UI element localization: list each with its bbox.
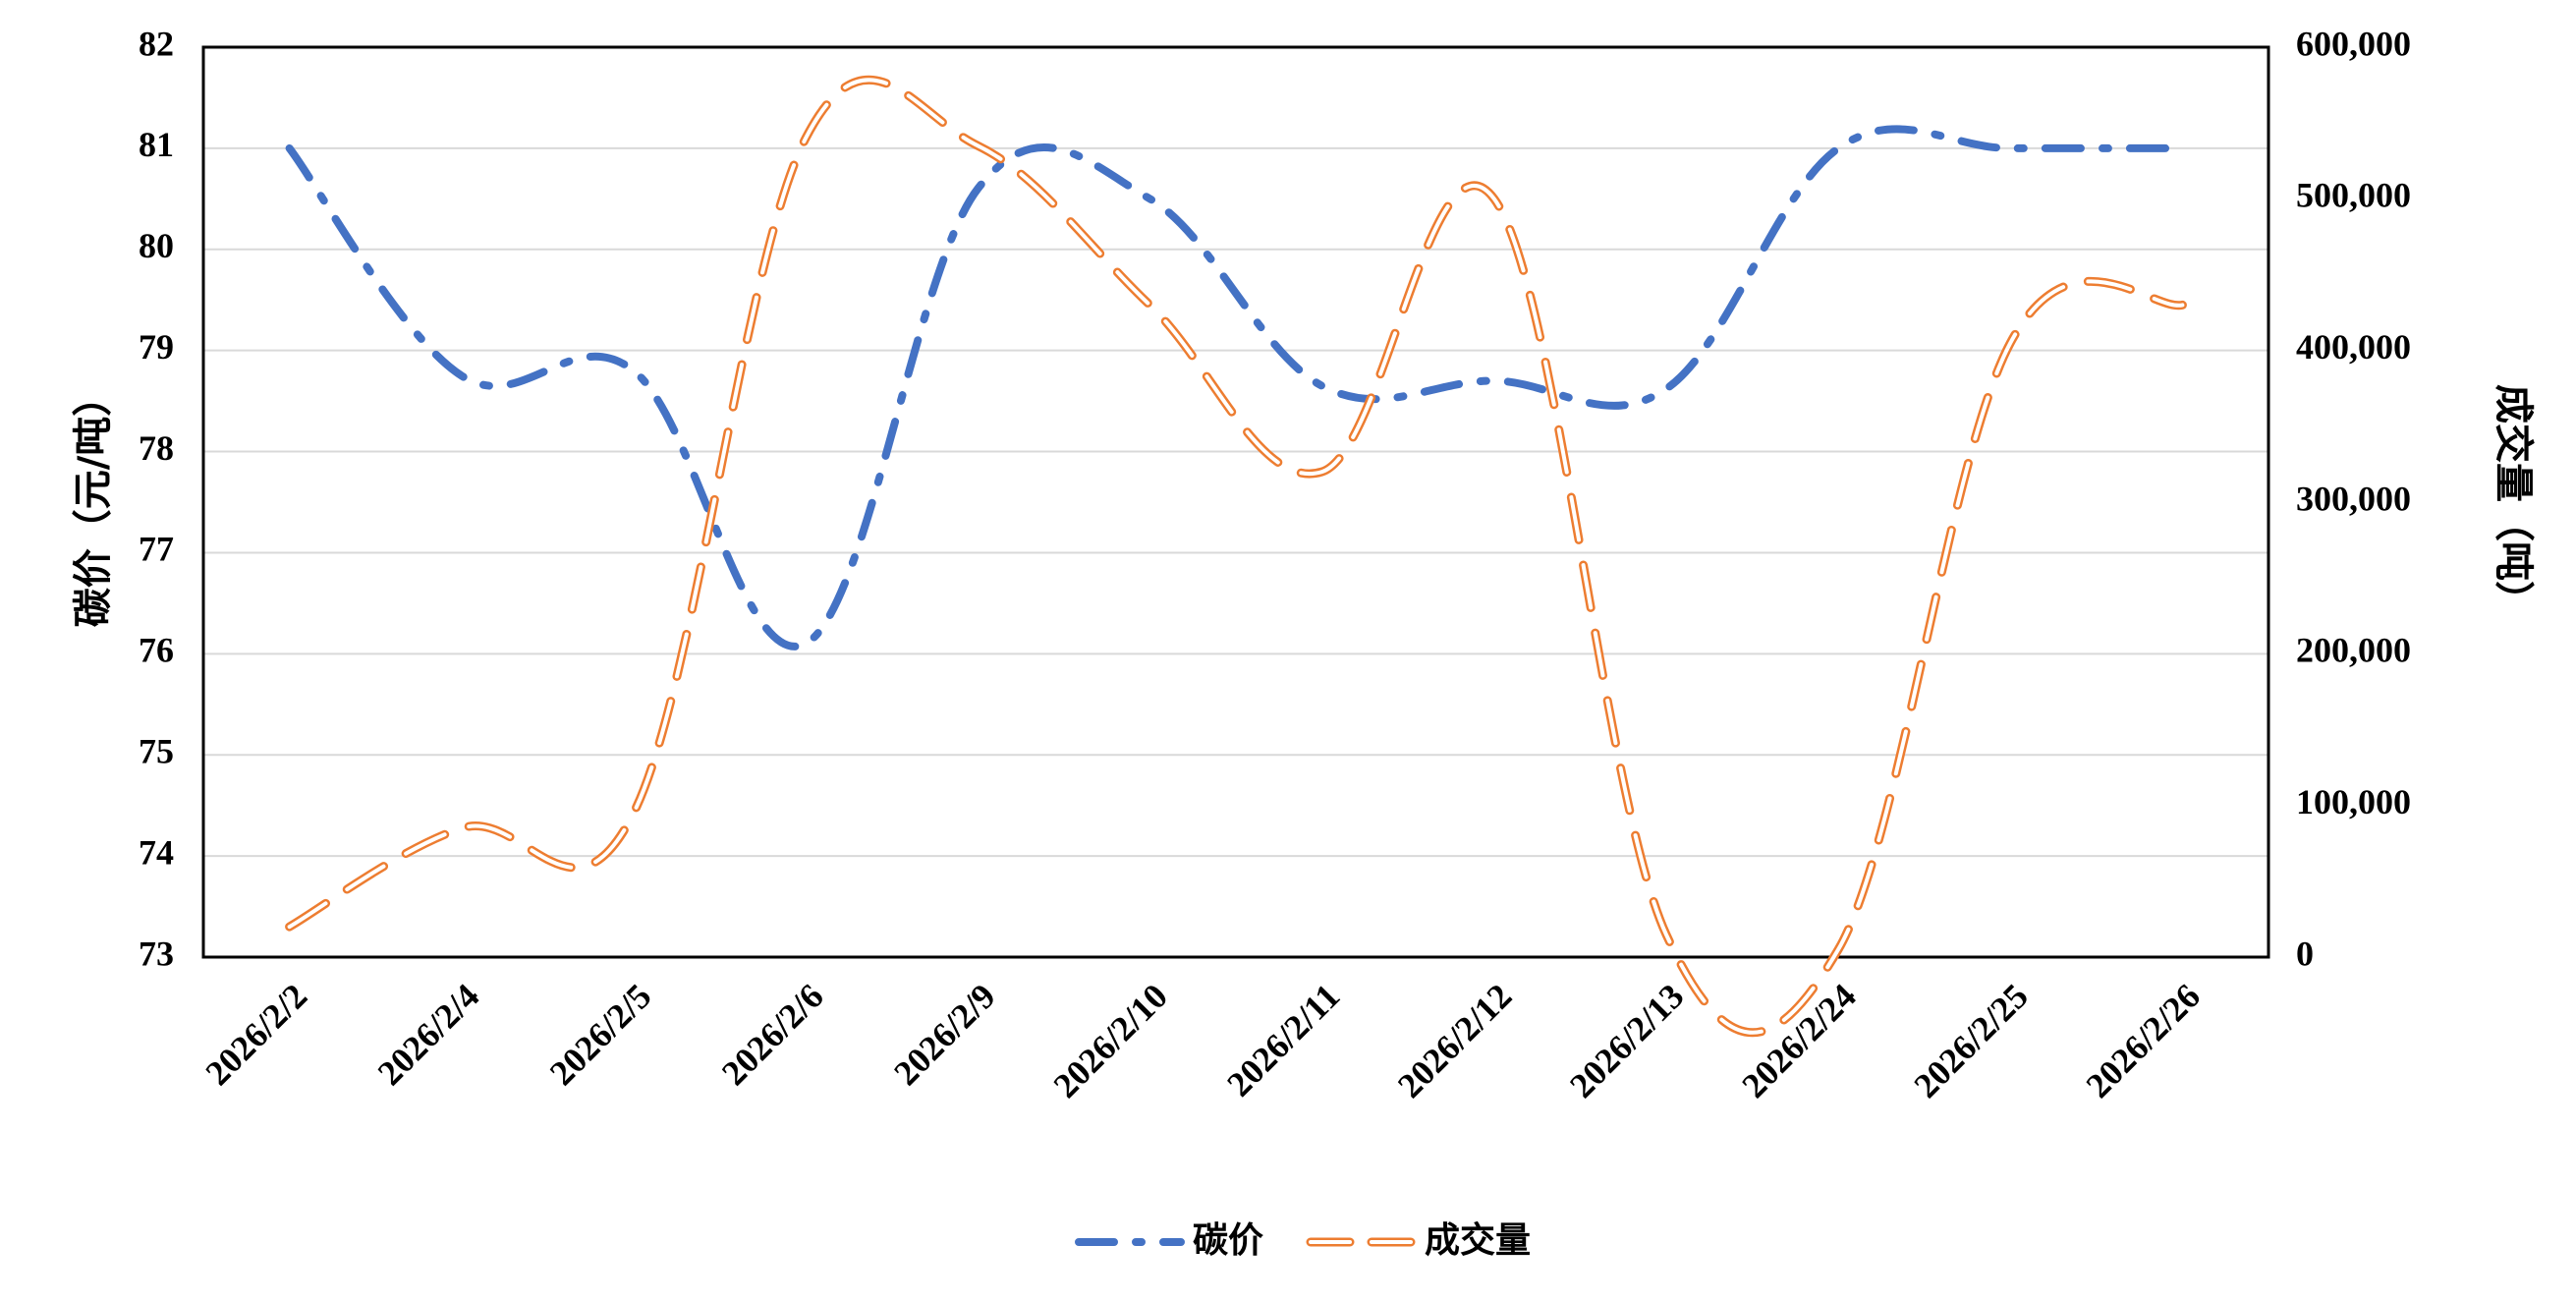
series-line-1 xyxy=(285,125,2187,651)
legend-label: 成交量 xyxy=(1425,1219,1531,1261)
y-left-tick-label: 80 xyxy=(139,226,174,265)
x-axis-ticks: 2026/2/2 2026/2/4 2026/2/5 2026/2/6 2026/2/9… xyxy=(197,976,2208,1105)
y-right-tick-label: 0 xyxy=(2296,934,2314,973)
legend-label: 碳价 xyxy=(1193,1220,1263,1261)
x-tick-label: 2026/2/4 xyxy=(370,976,487,1093)
y-right-tick-label: 200,000 xyxy=(2296,631,2411,670)
legend: 碳价 成交量 xyxy=(1075,1219,1531,1261)
y-axis-left-title: 碳价（元/吨） xyxy=(71,377,116,628)
series-line-2 xyxy=(285,75,2187,1038)
y-right-tick-label: 100,000 xyxy=(2296,782,2411,821)
data-point xyxy=(633,369,635,371)
x-tick-label: 2026/2/5 xyxy=(542,976,659,1093)
y-left-tick-label: 79 xyxy=(139,327,174,367)
x-tick-label: 2026/2/10 xyxy=(1046,976,1176,1105)
x-tick-label: 2026/2/25 xyxy=(1906,976,2036,1105)
plot-frame xyxy=(201,45,2270,959)
y-left-tick-label: 81 xyxy=(139,125,174,164)
y-right-tick-label: 500,000 xyxy=(2296,176,2411,215)
y-left-tick-label: 77 xyxy=(139,530,174,569)
x-tick-label: 2026/2/12 xyxy=(1390,976,1520,1105)
x-tick-label: 2026/2/9 xyxy=(886,976,1003,1093)
y-right-tick-label: 400,000 xyxy=(2296,327,2411,367)
series-path-outline xyxy=(285,75,2187,1038)
x-tick-label: 2026/2/11 xyxy=(1219,976,1347,1104)
x-tick-label: 2026/2/13 xyxy=(1562,976,1692,1105)
left-axis-ticks: 73 74 75 76 77 78 79 80 81 82 xyxy=(139,24,174,973)
y-left-tick-label: 75 xyxy=(139,731,174,770)
series-path xyxy=(285,125,2187,651)
x-tick-label: 2026/2/26 xyxy=(2079,976,2209,1105)
x-tick-label: 2026/2/6 xyxy=(714,976,831,1093)
y-axis-right-title: 成交量（吨） xyxy=(2491,384,2536,620)
y-left-tick-label: 74 xyxy=(139,832,174,872)
series-layer xyxy=(285,75,2187,1038)
legend-item: 碳价 xyxy=(1075,1220,1263,1261)
grid-lines xyxy=(203,146,2268,858)
data-point xyxy=(805,643,807,645)
y-left-tick-label: 78 xyxy=(139,428,174,468)
legend-item: 成交量 xyxy=(1306,1219,1531,1261)
right-axis-ticks: 0 100,000 200,000 300,000 400,000 500,000 600,… xyxy=(2296,24,2411,973)
y-left-tick-label: 82 xyxy=(139,24,174,63)
x-tick-label: 2026/2/24 xyxy=(1734,976,1864,1105)
y-right-tick-label: 300,000 xyxy=(2296,479,2411,518)
y-left-tick-label: 73 xyxy=(139,934,174,973)
y-left-tick-label: 76 xyxy=(139,631,174,670)
data-point xyxy=(1493,380,1495,382)
data-point xyxy=(633,812,635,814)
series-path-core xyxy=(287,78,2185,1035)
y-right-tick-label: 600,000 xyxy=(2296,24,2411,63)
data-point xyxy=(461,827,463,829)
x-tick-label: 2026/2/2 xyxy=(197,976,314,1093)
